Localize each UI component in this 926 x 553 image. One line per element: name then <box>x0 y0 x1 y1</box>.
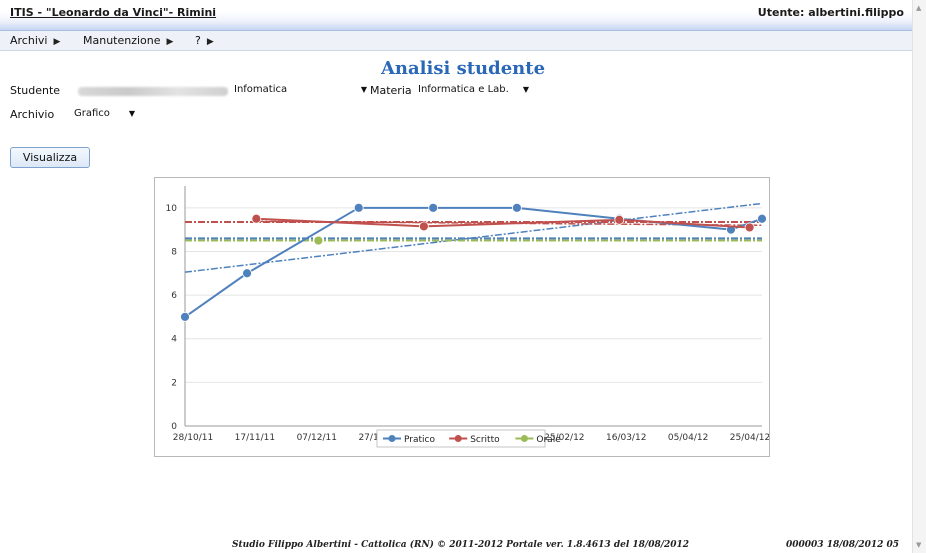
y-tick-label: 6 <box>171 291 177 301</box>
app-title[interactable]: ITIS - "Leonardo da Vinci"- Rimini <box>10 6 217 19</box>
footer-status: 000003 18/08/2012 05 <box>786 540 900 550</box>
legend-label: Orale <box>536 435 561 445</box>
data-point <box>744 222 755 233</box>
data-point <box>614 214 625 225</box>
chevron-down-icon: ▼ <box>360 85 367 94</box>
user-info: Utente: albertini.filippo <box>757 6 904 19</box>
grades-chart: 024681028/10/1117/11/1107/12/1127/12/111… <box>154 177 770 457</box>
y-tick-label: 10 <box>166 204 178 214</box>
subject-label: Materia <box>370 84 412 97</box>
x-tick-label: 07/12/11 <box>297 433 337 443</box>
legend-swatch-marker <box>454 435 462 442</box>
archive-label: Archivio <box>10 108 55 121</box>
page-title: Analisi studente <box>380 58 546 79</box>
data-point <box>512 202 522 213</box>
data-point <box>251 213 262 224</box>
legend-swatch-marker <box>520 435 528 442</box>
student-select[interactable]: Infomatica ▼ <box>70 82 370 100</box>
legend-label: Pratico <box>404 435 435 445</box>
data-point <box>242 268 252 279</box>
menu-label: ? <box>195 34 201 47</box>
legend-label: Scritto <box>470 435 500 445</box>
y-tick-label: 4 <box>171 335 177 345</box>
y-tick-label: 2 <box>171 378 177 388</box>
scroll-up-icon[interactable]: ▲ <box>916 4 922 12</box>
series-line <box>184 206 763 318</box>
x-tick-label: 25/02/12 <box>544 433 584 443</box>
x-tick-label: 16/03/12 <box>606 433 646 443</box>
chevron-down-icon: ▼ <box>128 109 135 118</box>
menu-item-help[interactable]: ? ▶ <box>195 34 214 47</box>
data-point <box>353 202 364 213</box>
redacted-student-name <box>78 87 228 96</box>
x-tick-label: 28/10/11 <box>173 433 213 443</box>
menu-label: Archivi <box>10 34 48 47</box>
chart-canvas: 024681028/10/1117/11/1107/12/1127/12/111… <box>166 186 769 448</box>
scroll-down-icon[interactable]: ▼ <box>916 541 922 549</box>
data-point <box>180 312 190 322</box>
vertical-scrollbar[interactable]: ▲ ▼ <box>912 0 926 553</box>
x-tick-label: 17/11/11 <box>235 433 275 443</box>
archive-select[interactable]: Grafico ▼ <box>70 106 138 124</box>
menu-label: Manutenzione <box>83 34 161 47</box>
show-button[interactable]: Visualizza <box>10 147 90 168</box>
chevron-right-icon: ▶ <box>206 37 214 47</box>
y-tick-label: 8 <box>171 247 177 257</box>
legend-swatch-marker <box>388 435 396 442</box>
menu-item-archivi[interactable]: Archivi ▶ <box>10 34 60 47</box>
x-tick-label: 05/04/12 <box>668 433 708 443</box>
student-select-value: Infomatica <box>234 84 288 95</box>
data-point <box>428 202 439 213</box>
archive-select-value: Grafico <box>74 108 110 119</box>
footer-copyright: Studio Filippo Albertini - Cattolica (RN… <box>232 540 690 550</box>
app-header: ITIS - "Leonardo da Vinci"- Rimini Utent… <box>0 0 912 31</box>
series-line <box>256 217 750 229</box>
menu-bar: Archivi ▶ Manutenzione ▶ ? ▶ <box>0 31 912 51</box>
chevron-right-icon: ▶ <box>166 37 174 47</box>
data-point <box>313 235 324 246</box>
chevron-right-icon: ▶ <box>53 37 61 47</box>
trend-line <box>184 202 763 273</box>
subject-select-value: Informatica e Lab. <box>418 84 509 95</box>
x-tick-label: 25/04/12 <box>730 433 769 443</box>
menu-item-manutenzione[interactable]: Manutenzione ▶ <box>83 34 173 47</box>
data-point <box>418 221 429 232</box>
subject-select[interactable]: Informatica e Lab. ▼ <box>414 82 532 100</box>
student-label: Studente <box>10 84 61 97</box>
chevron-down-icon: ▼ <box>522 85 529 94</box>
data-point <box>757 213 767 224</box>
y-tick-label: 0 <box>171 422 177 432</box>
